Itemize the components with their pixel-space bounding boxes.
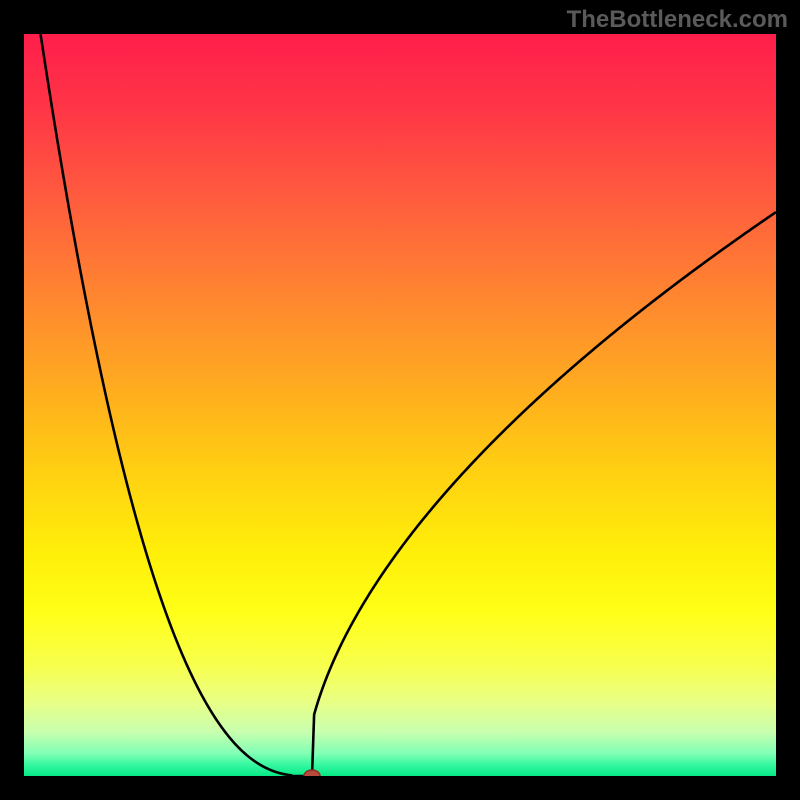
- bottleneck-chart: [24, 34, 776, 776]
- stage: TheBottleneck.com: [0, 0, 800, 800]
- heatmap-background: [24, 34, 776, 776]
- plot-svg: [24, 34, 776, 776]
- watermark-label: TheBottleneck.com: [567, 6, 788, 34]
- optimal-point-marker: [304, 770, 320, 776]
